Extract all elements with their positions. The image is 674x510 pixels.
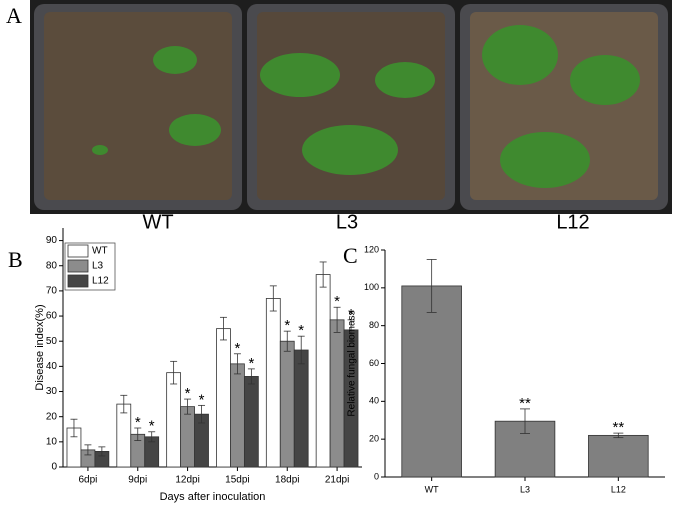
significance-mark: *: [298, 322, 304, 339]
x-tick-label: 21dpi: [325, 475, 349, 486]
error-bar: [184, 398, 192, 415]
x-tick-label: 18dpi: [275, 475, 299, 486]
error-bar: [198, 404, 206, 424]
significance-mark: *: [234, 340, 240, 357]
error-bar: [70, 418, 78, 438]
legend-label: L12: [92, 276, 109, 287]
significance-mark: *: [199, 391, 205, 408]
legend-swatch: [67, 274, 89, 288]
error-bar: [170, 360, 178, 385]
y-tick-label: 60: [46, 311, 58, 322]
y-tick-label: 20: [369, 434, 379, 444]
bar: [279, 340, 295, 468]
y-tick-label: 0: [51, 462, 57, 473]
y-tick-label: 80: [369, 320, 379, 330]
error-bar: [333, 306, 341, 333]
bar: [329, 319, 345, 468]
y-tick-label: 40: [46, 361, 58, 372]
x-tick-label: 12dpi: [175, 475, 199, 486]
significance-mark: *: [185, 385, 191, 402]
y-tick-label: 20: [46, 411, 58, 422]
error-bar: [297, 335, 305, 365]
significance-mark: *: [248, 355, 254, 372]
x-tick-label: L12: [611, 484, 626, 494]
error-bar: [134, 427, 142, 441]
y-tick-label: 70: [46, 286, 58, 297]
plants: [92, 25, 640, 188]
error-bar: [98, 446, 106, 457]
y-axis-label: Relative fungal biomass: [347, 310, 358, 416]
bar: [315, 274, 331, 468]
x-tick-label: 15dpi: [225, 475, 249, 486]
y-tick-label: 30: [46, 386, 58, 397]
y-tick-label: 40: [369, 396, 379, 406]
x-tick-label: 6dpi: [78, 475, 97, 486]
error-bar: [120, 394, 128, 414]
bar: [401, 285, 462, 478]
bar: [265, 298, 281, 468]
x-tick-label: WT: [425, 484, 439, 494]
error-bar: [613, 432, 624, 439]
error-bar: [148, 431, 156, 443]
significance-mark: *: [135, 414, 141, 431]
error-bar: [347, 319, 355, 341]
legend-swatch: [67, 259, 89, 273]
bar: [166, 372, 182, 468]
panel-label: C: [343, 243, 358, 268]
error-bar: [84, 444, 92, 456]
error-bar: [319, 261, 327, 288]
x-tick-label: L3: [520, 484, 530, 494]
y-tick-label: 0: [374, 471, 379, 481]
y-tick-label: 120: [364, 244, 379, 254]
bar: [216, 328, 231, 468]
significance-mark: *: [149, 418, 155, 435]
y-tick-label: 50: [46, 336, 58, 347]
error-bar: [520, 408, 530, 434]
photo-caption: L3: [336, 211, 358, 233]
y-tick-label: 90: [46, 235, 58, 246]
y-tick-label: 100: [364, 282, 379, 292]
panel-label: B: [8, 247, 23, 272]
bar: [293, 349, 309, 468]
significance-mark: *: [284, 317, 290, 334]
photo-caption: L12: [556, 211, 589, 233]
photo: [30, 0, 672, 214]
y-tick-label: 60: [369, 358, 379, 368]
significance-mark: *: [334, 293, 340, 310]
error-bar: [247, 368, 255, 385]
panel-label: A: [6, 3, 22, 28]
y-tick-label: 10: [46, 436, 58, 447]
y-tick-label: 80: [46, 260, 58, 271]
bar: [230, 363, 245, 468]
bar: [588, 434, 649, 478]
photo-caption: WT: [142, 211, 173, 233]
significance-mark: **: [519, 395, 531, 412]
y-axis-label: Disease index(%): [34, 304, 46, 390]
x-tick-label: 9dpi: [128, 475, 147, 486]
error-bar: [233, 353, 241, 375]
bar: [243, 376, 259, 468]
significance-mark: **: [612, 419, 624, 436]
x-axis-label: Days after inoculation: [160, 491, 266, 503]
error-bar: [283, 330, 291, 352]
bar: [116, 403, 132, 468]
soil: [44, 12, 232, 200]
bar: [180, 406, 195, 468]
significance-mark: *: [348, 306, 354, 323]
legend-label: WT: [92, 246, 108, 257]
error-bar: [426, 259, 437, 313]
legend-swatch: [67, 244, 89, 258]
error-bar: [219, 316, 227, 341]
error-bar: [269, 285, 277, 312]
legend-label: L3: [92, 261, 104, 272]
